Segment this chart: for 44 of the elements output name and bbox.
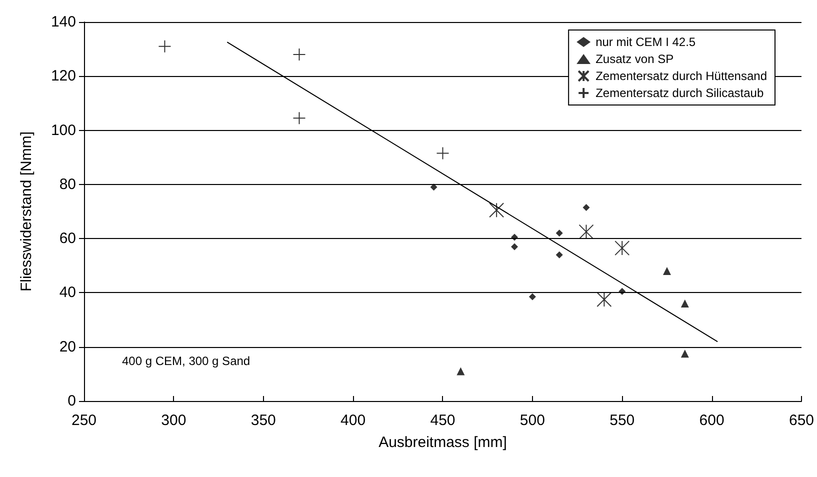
point (614, 240, 630, 256)
point (556, 230, 563, 237)
point (436, 146, 450, 160)
x-tick-label: 600 (699, 412, 724, 429)
point (158, 40, 172, 53)
y-tick-label: 80 (59, 176, 76, 193)
x-tick-label: 350 (250, 412, 276, 429)
annotation: 400 g CEM, 300 g Sand (122, 354, 250, 368)
y-tick-label: 40 (59, 284, 76, 302)
x-tick-label: 650 (788, 412, 814, 429)
x-tick-label: 500 (520, 412, 545, 429)
point (556, 251, 563, 258)
point (680, 350, 689, 358)
y-tick-label: 140 (50, 14, 76, 30)
y-tick-label: 20 (59, 338, 76, 356)
point (292, 48, 306, 61)
point (618, 288, 626, 295)
y-tick-label: 120 (50, 68, 76, 85)
point (578, 224, 594, 240)
point (510, 234, 518, 241)
point (430, 184, 438, 191)
point (292, 112, 306, 125)
point (596, 292, 612, 307)
y-axis-title: Fliesswiderstand [Nmm] (18, 131, 35, 292)
point (680, 300, 689, 308)
y-tick-label: 0 (68, 392, 76, 410)
x-tick-label: 400 (340, 412, 366, 429)
x-tick-label: 250 (71, 412, 97, 429)
x-tick-label: 450 (430, 412, 456, 429)
point (528, 293, 536, 300)
legend-label: nur mit CEM I 42.5 (596, 35, 696, 49)
point (582, 204, 590, 211)
point (489, 202, 504, 218)
point (662, 267, 671, 276)
y-tick-label: 60 (59, 230, 76, 248)
legend-label: Zementersatz durch Hüttensand (596, 69, 767, 83)
legend-label: Zementersatz durch Silicastaub (596, 86, 764, 100)
x-axis-title: Ausbreitmass [mm] (378, 434, 507, 451)
legend-label: Zusatz von SP (596, 52, 674, 66)
point (510, 243, 518, 250)
point (456, 367, 465, 376)
x-tick-label: 550 (610, 412, 635, 429)
y-tick-label: 100 (50, 122, 76, 139)
x-tick-label: 300 (161, 412, 186, 429)
